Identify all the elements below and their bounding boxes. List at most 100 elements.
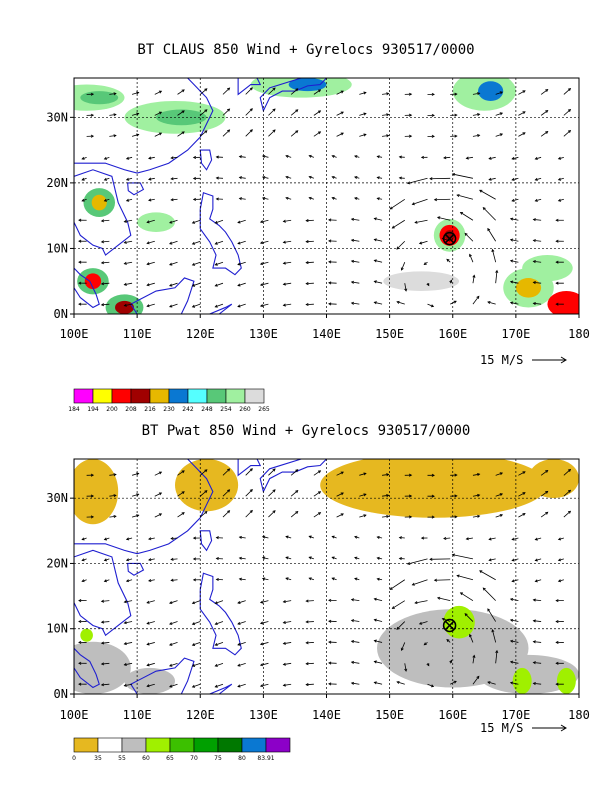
wind-vector xyxy=(154,513,162,518)
wind-vector-head xyxy=(169,262,173,266)
wind-vector xyxy=(126,177,133,181)
wind-vector-head xyxy=(192,155,197,159)
colorbar-label: 248 xyxy=(201,406,213,413)
wind-vector xyxy=(215,683,224,688)
wind-vector xyxy=(563,510,571,518)
wind-vector-head xyxy=(295,130,299,134)
wind-vector-head xyxy=(545,131,549,134)
wind-vector xyxy=(169,282,178,287)
wind-vector xyxy=(146,303,155,307)
wind-vector xyxy=(126,537,133,540)
wind-vector xyxy=(510,260,519,263)
wind-vector-head xyxy=(259,220,264,224)
wind-vector-head xyxy=(495,649,499,654)
wind-vector-head xyxy=(373,238,377,242)
wind-vector xyxy=(124,261,133,265)
wind-vector-head xyxy=(181,512,185,516)
wind-vector-head xyxy=(259,621,264,625)
chart-panel-0: 100E 110E 120E 130E 140E 150E 160E 170E 180 0N 10N… xyxy=(46,77,590,413)
wind-vector-head xyxy=(204,510,208,514)
wind-vector-head xyxy=(272,489,276,493)
wind-vector-head xyxy=(204,490,208,494)
wind-vector-head xyxy=(238,577,242,581)
wind-vector xyxy=(101,303,110,306)
wind-vector-head xyxy=(340,513,344,517)
wind-vector-head xyxy=(373,301,377,305)
wind-vector-head xyxy=(214,684,218,688)
wind-vector xyxy=(396,240,406,250)
wind-vector-head xyxy=(491,629,495,633)
wind-vector-head xyxy=(125,177,130,181)
wind-vector-head xyxy=(158,111,163,115)
x-tick-label: 180 xyxy=(568,327,590,341)
wind-vector-head xyxy=(237,642,241,646)
wind-vector-head xyxy=(295,88,299,92)
colorbar-swatch xyxy=(225,388,246,404)
wind-vector-head xyxy=(295,490,299,494)
wind-vector xyxy=(192,600,201,604)
wind-vector-head xyxy=(78,599,82,603)
wind-vector xyxy=(359,472,367,476)
wind-vector-head xyxy=(249,129,253,133)
wind-vector xyxy=(285,577,292,581)
wind-vector xyxy=(245,87,253,95)
wind-vector xyxy=(245,108,253,116)
wind-vector xyxy=(101,282,110,285)
wind-vector-head xyxy=(259,642,264,646)
wind-vector-head xyxy=(113,473,117,477)
wind-vector-head xyxy=(261,535,266,539)
wind-vector-head xyxy=(350,619,355,623)
wind-vector-head xyxy=(441,617,445,621)
wind-vector xyxy=(169,642,178,646)
wind-vector xyxy=(492,629,497,643)
wind-vector xyxy=(262,197,269,200)
wind-vector-head xyxy=(272,510,276,514)
wind-vector-head xyxy=(78,260,82,264)
wind-vector-head xyxy=(472,654,476,658)
wind-vector xyxy=(283,282,292,285)
wind-vector-head xyxy=(192,197,197,201)
wind-vector-head xyxy=(567,468,572,472)
wind-vector-head xyxy=(555,640,559,644)
wind-vector-head xyxy=(509,639,514,643)
wind-vector-head xyxy=(282,303,286,307)
wind-vector-head xyxy=(123,621,127,625)
pwat-patch xyxy=(74,641,131,694)
wind-vector-head xyxy=(328,619,332,623)
wind-vector-head xyxy=(555,239,559,243)
wind-vector-head xyxy=(146,262,150,266)
wind-vector-head xyxy=(259,262,264,266)
wind-vector-head xyxy=(285,154,289,158)
wind-vector xyxy=(533,219,542,221)
coastline xyxy=(237,78,262,96)
wind-vector xyxy=(154,492,162,497)
wind-vector xyxy=(351,260,360,263)
colorbar-label: 35 xyxy=(94,755,102,762)
colorbar-label: 60 xyxy=(142,755,150,762)
wind-vector xyxy=(285,536,292,539)
wind-vector-head xyxy=(331,196,335,200)
wind-vector-head xyxy=(259,684,264,688)
wind-vector-head xyxy=(169,642,173,646)
wind-vector xyxy=(381,93,389,95)
wind-vector-head xyxy=(398,557,402,561)
wind-vector xyxy=(563,469,571,476)
wind-vector xyxy=(533,240,542,242)
wind-vector-head xyxy=(100,219,105,223)
wind-vector-head xyxy=(261,556,266,560)
wind-vector xyxy=(237,219,246,224)
wind-vector-head xyxy=(509,238,514,242)
coastline xyxy=(237,459,262,477)
wind-vector xyxy=(452,173,474,179)
wind-vector-head xyxy=(214,262,218,266)
wind-vector-head xyxy=(249,509,253,514)
wind-vector-head xyxy=(499,133,504,137)
wind-vector xyxy=(389,198,405,210)
cloud-patch xyxy=(547,291,579,314)
y-tick-label: 0N xyxy=(54,687,68,701)
wind-vector-head xyxy=(308,577,312,581)
wind-vector xyxy=(148,537,155,540)
wind-vector-head xyxy=(215,557,219,561)
wind-vector-head xyxy=(354,155,358,159)
wind-vector xyxy=(489,156,496,160)
